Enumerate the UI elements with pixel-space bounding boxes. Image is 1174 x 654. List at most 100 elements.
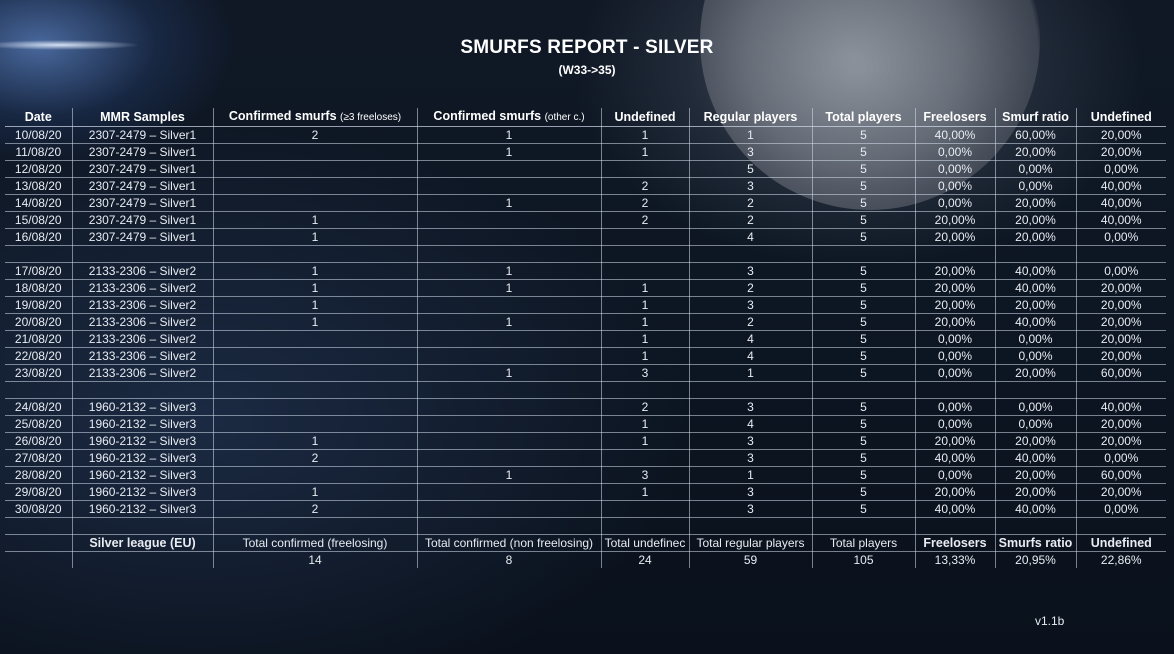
cell-regular: 4 — [689, 228, 813, 246]
cell-undefined: 2 — [601, 177, 690, 195]
label-smurfs-ratio: Smurfs ratio — [995, 534, 1077, 552]
cell-freelosers: 20,00% — [915, 211, 996, 229]
cell-confirmed-freelose — [213, 194, 418, 212]
cell-mmr: 1960-2132 – Silver3 — [72, 398, 214, 416]
cell-total — [812, 245, 916, 263]
report-subtitle: (W33->35) — [558, 63, 616, 77]
cell-confirmed-other — [417, 449, 602, 467]
cell-undefined — [601, 500, 690, 518]
cell-undefined-ratio: 40,00% — [1076, 177, 1166, 195]
header-freelosers: Freelosers — [915, 108, 996, 127]
cell-smurf-ratio — [995, 245, 1077, 263]
cell-freelosers: 20,00% — [915, 483, 996, 501]
label-total-confirmed-non-freelosing: Total confirmed (non freelosing) — [417, 534, 602, 552]
cell-undefined-ratio: 0,00% — [1076, 500, 1166, 518]
cell-date: 18/08/20 — [5, 279, 73, 297]
cell-smurf-ratio: 20,00% — [995, 194, 1077, 212]
cell-smurf-ratio: 20,00% — [995, 228, 1077, 246]
table-row: 14/08/20 2307-2479 – Silver1 1 2 2 5 0,00% 20,0… — [5, 194, 1166, 212]
cell-confirmed-other — [417, 296, 602, 314]
cell-undefined: 1 — [601, 279, 690, 297]
cell-smurf-ratio: 40,00% — [995, 500, 1077, 518]
cell-freelosers: 20,00% — [915, 296, 996, 314]
cell-confirmed-freelose — [213, 398, 418, 416]
cell-undefined: 1 — [601, 347, 690, 365]
header-date: Date — [5, 108, 73, 127]
cell-date — [5, 245, 73, 263]
cell-freelosers: 20,00% — [915, 313, 996, 331]
label-total-regular: Total regular players — [689, 534, 813, 552]
cell-confirmed-other: 1 — [417, 126, 602, 144]
table-row: 16/08/20 2307-2479 – Silver1 1 4 5 20,00% 20,0… — [5, 228, 1166, 246]
cell-confirmed-freelose — [213, 364, 418, 382]
cell-smurf-ratio: 0,00% — [995, 347, 1077, 365]
table-row: 26/08/20 1960-2132 – Silver3 1 1 3 5 20,00% 20,… — [5, 432, 1166, 450]
cell-confirmed-freelose: 2 — [213, 500, 418, 518]
cell-date: 21/08/20 — [5, 330, 73, 348]
cell-confirmed-freelose — [213, 381, 418, 399]
table-header-row: Date MMR Samples Confirmed smurfs (≥3 fr… — [5, 108, 1166, 127]
cell-regular — [689, 381, 813, 399]
cell-smurf-ratio: 20,00% — [995, 432, 1077, 450]
cell-freelosers: 40,00% — [915, 449, 996, 467]
cell-undefined-ratio: 20,00% — [1076, 313, 1166, 331]
cell-smurf-ratio: 20,00% — [995, 296, 1077, 314]
cell-undefined: 1 — [601, 415, 690, 433]
totals-value-row: 14 8 24 59 105 13,33% 20,95% 22,86% — [5, 551, 1166, 568]
cell-total: 5 — [812, 194, 916, 212]
cell-mmr — [72, 381, 214, 399]
cell-regular: 5 — [689, 160, 813, 178]
cell-undefined: 1 — [601, 483, 690, 501]
cell-total: 5 — [812, 177, 916, 195]
cell-smurf-ratio: 60,00% — [995, 126, 1077, 144]
cell-date: 14/08/20 — [5, 194, 73, 212]
value-total-players: 105 — [812, 551, 916, 568]
header-confirmed-other: Confirmed smurfs (other c.) — [417, 108, 602, 127]
table-row: 29/08/20 1960-2132 – Silver3 1 1 3 5 20,00% 20,… — [5, 483, 1166, 501]
header-mmr-samples: MMR Samples — [72, 108, 214, 127]
cell-total: 5 — [812, 279, 916, 297]
cell-undefined — [601, 228, 690, 246]
cell-confirmed-freelose: 1 — [213, 262, 418, 280]
cell-mmr: 2307-2479 – Silver1 — [72, 194, 214, 212]
cell-total: 5 — [812, 415, 916, 433]
cell-mmr: 2307-2479 – Silver1 — [72, 177, 214, 195]
cell-confirmed-other — [417, 160, 602, 178]
table-row: 25/08/20 1960-2132 – Silver3 1 4 5 0,00% 0,00%… — [5, 415, 1166, 433]
cell-freelosers: 20,00% — [915, 262, 996, 280]
table-row: 10/08/20 2307-2479 – Silver1 2 1 1 1 5 40,00% 60… — [5, 126, 1166, 144]
cell-total: 5 — [812, 500, 916, 518]
cell-freelosers: 20,00% — [915, 279, 996, 297]
cell-freelosers: 0,00% — [915, 364, 996, 382]
cell-confirmed-other — [417, 245, 602, 263]
cell-confirmed-freelose: 1 — [213, 313, 418, 331]
cell-regular: 3 — [689, 483, 813, 501]
cell-undefined: 2 — [601, 194, 690, 212]
cell-freelosers — [915, 381, 996, 399]
cell-date: 30/08/20 — [5, 500, 73, 518]
cell-regular: 3 — [689, 449, 813, 467]
cell-freelosers: 0,00% — [915, 466, 996, 484]
cell-undefined-ratio: 20,00% — [1076, 415, 1166, 433]
table-spacer-row — [5, 517, 1166, 535]
cell-confirmed-other — [417, 177, 602, 195]
cell-undefined-ratio: 0,00% — [1076, 228, 1166, 246]
cell-mmr: 2133-2306 – Silver2 — [72, 279, 214, 297]
cell-regular — [689, 245, 813, 263]
cell-confirmed-freelose: 1 — [213, 432, 418, 450]
cell-confirmed-other — [417, 381, 602, 399]
cell-undefined-ratio: 20,00% — [1076, 296, 1166, 314]
cell-undefined: 1 — [601, 432, 690, 450]
table-row: 20/08/20 2133-2306 – Silver2 1 1 1 2 5 20,00% 40… — [5, 313, 1166, 331]
header-smurf-ratio: Smurf ratio — [995, 108, 1077, 127]
totals-value-empty — [5, 551, 73, 568]
cell-mmr: 2133-2306 – Silver2 — [72, 364, 214, 382]
cell-undefined-ratio: 20,00% — [1076, 143, 1166, 161]
cell-mmr: 2133-2306 – Silver2 — [72, 330, 214, 348]
cell-regular: 3 — [689, 398, 813, 416]
cell-mmr — [72, 245, 214, 263]
cell-regular: 1 — [689, 466, 813, 484]
cell-mmr: 2307-2479 – Silver1 — [72, 211, 214, 229]
cell-confirmed-other: 1 — [417, 364, 602, 382]
cell-freelosers: 20,00% — [915, 432, 996, 450]
